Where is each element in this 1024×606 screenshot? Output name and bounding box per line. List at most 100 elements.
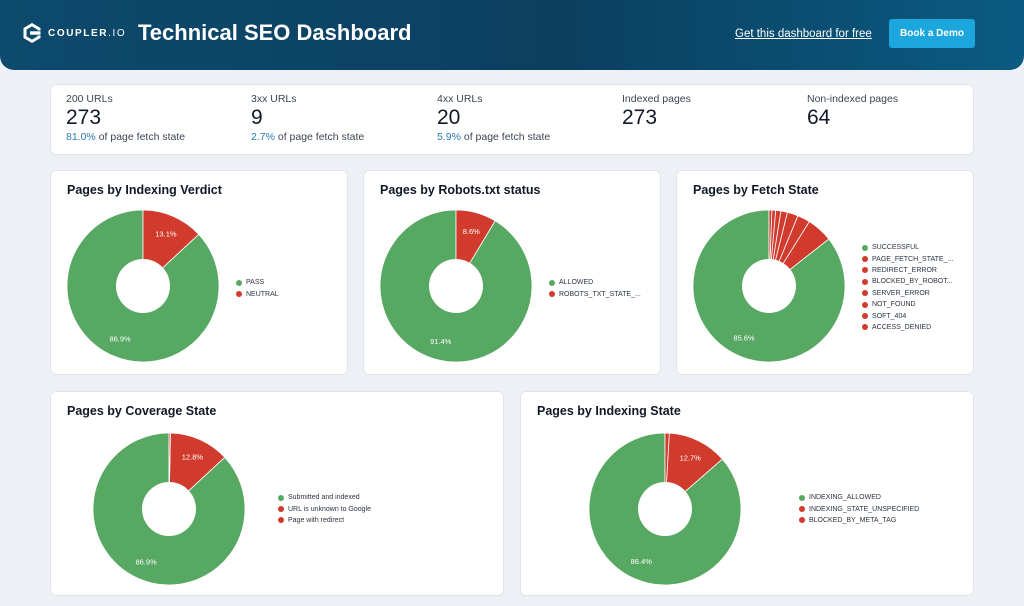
legend-label: BLOCKED_BY_META_TAG <box>809 516 897 524</box>
pie-slice[interactable] <box>142 209 200 269</box>
legend-label: NOT_FOUND <box>872 301 916 309</box>
kpi-label: 200 URLs <box>66 93 113 105</box>
chart-card-coverage-state: Pages by Coverage State 86.9% 12.8% Submi… <box>50 391 504 596</box>
pie-slice[interactable] <box>379 209 533 363</box>
kpi-percent: 81.0% <box>66 131 96 143</box>
chart-card-fetch-state: Pages by Fetch State 85.6% SUCCESSFUL PAG… <box>676 170 974 375</box>
legend-dot-icon <box>862 301 868 308</box>
chart-legend: ALLOWED ROBOTS_TXT_STATE_... <box>549 277 641 300</box>
kpi-indexed-pages: Indexed pages 273 <box>622 93 691 130</box>
pie-slice[interactable] <box>664 432 670 483</box>
legend-item[interactable]: NOT_FOUND <box>862 299 953 310</box>
legend-label: SERVER_ERROR <box>872 289 930 297</box>
chart-title: Pages by Indexing Verdict <box>67 183 222 197</box>
legend-label: URL is unknown to Google <box>288 505 372 513</box>
legend-item[interactable]: Page with redirect <box>278 515 371 526</box>
kpi-card: 200 URLs 273 81.0% of page fetch state 3… <box>50 84 974 155</box>
chart-title: Pages by Coverage State <box>67 404 217 418</box>
legend-label: PASS <box>246 279 265 287</box>
slice-data-label: 86.9% <box>135 558 157 567</box>
legend-item[interactable]: ACCESS_DENIED <box>862 322 953 333</box>
legend-item[interactable]: BLOCKED_BY_META_TAG <box>799 515 919 526</box>
pie-slice[interactable] <box>692 209 846 363</box>
pie-slice[interactable] <box>92 432 246 586</box>
chart-legend: SUCCESSFUL PAGE_FETCH_STATE_... REDIRECT_E… <box>862 242 953 333</box>
book-demo-button[interactable]: Book a Demo <box>889 19 975 48</box>
kpi-subtext: 2.7% of page fetch state <box>251 131 364 143</box>
legend-label: Page with redirect <box>288 516 345 524</box>
chart-title: Pages by Fetch State <box>693 183 819 197</box>
kpi-percent: 2.7% <box>251 131 275 143</box>
slice-data-label: 12.8% <box>182 453 204 462</box>
legend-item[interactable]: ALLOWED <box>549 277 641 288</box>
legend-item[interactable]: INDEXING_ALLOWED <box>799 492 919 503</box>
pie-slice[interactable] <box>66 209 220 363</box>
slice-data-label: 13.1% <box>155 229 177 238</box>
kpi-percent: 5.9% <box>437 131 461 143</box>
legend-item[interactable]: ROBOTS_TXT_STATE_... <box>549 288 641 299</box>
legend-label: PAGE_FETCH_STATE_... <box>872 255 954 263</box>
pie-slice[interactable] <box>168 432 171 483</box>
kpi-value: 273 <box>622 106 658 129</box>
chart-legend: INDEXING_ALLOWED INDEXING_STATE_UNSPECIFI… <box>799 492 919 526</box>
kpi-non-indexed-pages: Non-indexed pages 64 <box>807 93 898 130</box>
pie-slice[interactable] <box>768 209 773 260</box>
legend-item[interactable]: BLOCKED_BY_ROBOT... <box>862 276 953 287</box>
chart-title: Pages by Indexing State <box>537 404 681 418</box>
legend-dot-icon <box>862 244 868 251</box>
kpi-subtext: 81.0% of page fetch state <box>66 131 185 143</box>
chart-legend: PASS NEUTRAL <box>236 277 279 300</box>
slice-data-label: 12.7% <box>680 454 702 463</box>
legend-dot-icon <box>278 494 284 501</box>
chart-card-robots-status: Pages by Robots.txt status 91.4% 8.6% ALL… <box>363 170 661 375</box>
chart-legend: Submitted and indexed URL is unknown to G… <box>278 492 371 526</box>
legend-item[interactable]: NEUTRAL <box>236 288 279 299</box>
kpi-value: 9 <box>251 106 263 129</box>
brand-name: COUPLER.IO <box>48 28 126 39</box>
legend-dot-icon <box>799 517 805 524</box>
kpi-subtext-label: of page fetch state <box>95 131 186 143</box>
page-title: Technical SEO Dashboard <box>138 20 412 45</box>
legend-item[interactable]: INDEXING_STATE_UNSPECIFIED <box>799 503 919 514</box>
legend-item[interactable]: SOFT_404 <box>862 310 953 321</box>
kpi-value: 20 <box>437 106 461 129</box>
legend-item[interactable]: PASS <box>236 277 279 288</box>
slice-data-label: 8.6% <box>463 227 480 236</box>
kpi-4xx-urls: 4xx URLs 20 5.9% of page fetch state <box>437 93 550 143</box>
donut-chart: 86.9% 13.1% <box>66 209 220 363</box>
get-dashboard-link[interactable]: Get this dashboard for free <box>735 28 872 40</box>
legend-label: ALLOWED <box>559 279 594 287</box>
kpi-label: Non-indexed pages <box>807 93 899 105</box>
legend-item[interactable]: SERVER_ERROR <box>862 288 953 299</box>
legend-item[interactable]: URL is unknown to Google <box>278 503 371 514</box>
legend-label: ACCESS_DENIED <box>872 323 932 331</box>
kpi-subtext-label: of page fetch state <box>274 131 365 143</box>
chart-card-indexing-state: Pages by Indexing State 86.4% 12.7% INDEX… <box>520 391 974 596</box>
kpi-3xx-urls: 3xx URLs 9 2.7% of page fetch state <box>251 93 364 143</box>
legend-item[interactable]: PAGE_FETCH_STATE_... <box>862 253 953 264</box>
legend-dot-icon <box>862 256 868 263</box>
header-bar: COUPLER.IO Technical SEO Dashboard Get t… <box>0 0 1024 70</box>
slice-data-label: 85.6% <box>733 334 755 343</box>
legend-dot-icon <box>236 279 242 286</box>
donut-chart: 85.6% <box>692 209 846 363</box>
legend-dot-icon <box>549 279 555 286</box>
slice-data-label: 86.9% <box>109 335 131 344</box>
legend-item[interactable]: SUCCESSFUL <box>862 242 953 253</box>
legend-item[interactable]: Submitted and indexed <box>278 492 371 503</box>
legend-label: ROBOTS_TXT_STATE_... <box>559 290 641 298</box>
pie-slice[interactable] <box>588 432 742 586</box>
pie-slice[interactable] <box>455 209 496 264</box>
legend-item[interactable]: REDIRECT_ERROR <box>862 265 953 276</box>
kpi-label: 4xx URLs <box>437 93 483 105</box>
brand-name-bold: COUPLER <box>48 27 109 39</box>
legend-dot-icon <box>278 506 284 513</box>
brand-logo[interactable]: COUPLER.IO <box>22 22 126 44</box>
legend-label: SUCCESSFUL <box>872 244 920 252</box>
legend-label: BLOCKED_BY_ROBOT... <box>872 278 953 286</box>
legend-dot-icon <box>799 506 805 513</box>
legend-label: INDEXING_ALLOWED <box>809 494 881 502</box>
legend-label: REDIRECT_ERROR <box>872 266 937 274</box>
legend-dot-icon <box>862 290 868 297</box>
legend-dot-icon <box>862 278 868 285</box>
